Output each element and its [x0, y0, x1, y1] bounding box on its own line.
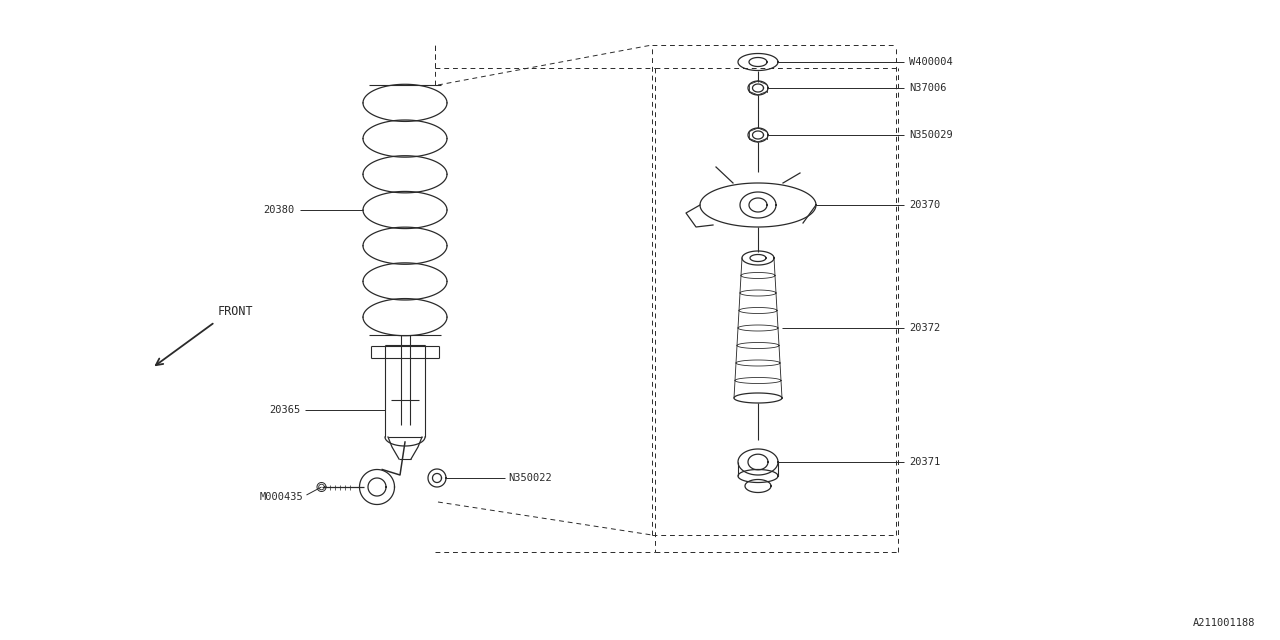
Text: FRONT: FRONT: [218, 305, 253, 318]
Text: W400004: W400004: [909, 57, 952, 67]
Text: 20372: 20372: [909, 323, 941, 333]
Text: 20370: 20370: [909, 200, 941, 210]
Text: N37006: N37006: [909, 83, 946, 93]
Text: 20365: 20365: [269, 405, 300, 415]
Text: A211001188: A211001188: [1193, 618, 1254, 628]
Text: 20380: 20380: [264, 205, 294, 215]
Text: 20371: 20371: [909, 457, 941, 467]
Text: N350022: N350022: [508, 473, 552, 483]
Text: N350029: N350029: [909, 130, 952, 140]
Text: M000435: M000435: [260, 492, 303, 502]
